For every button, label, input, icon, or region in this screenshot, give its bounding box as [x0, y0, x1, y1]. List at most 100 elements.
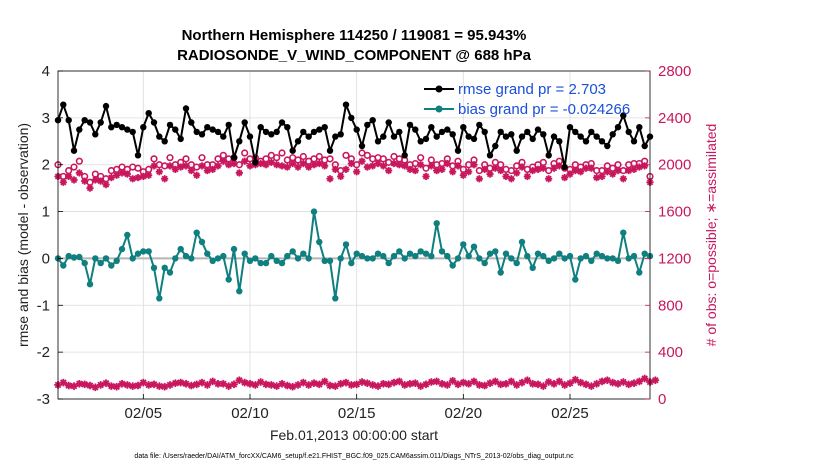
rmse-point: [540, 131, 547, 138]
rmse-point: [481, 128, 488, 136]
rmse-point: [76, 126, 83, 133]
obs-assimilated-marker: [518, 163, 526, 171]
obs-low-marker: [240, 378, 249, 387]
obs-low-marker: [251, 381, 260, 389]
rmse-point: [70, 147, 78, 154]
bias-point: [166, 269, 174, 276]
obs-assimilated-marker: [539, 164, 547, 172]
bias-point: [417, 248, 424, 255]
rmse-point: [305, 133, 312, 140]
obs-assimilated-marker: [198, 162, 206, 170]
obs-low-marker: [144, 381, 153, 389]
obs-possible-marker: [353, 161, 361, 169]
obs-low-marker: [171, 379, 180, 387]
bias-point: [246, 257, 254, 264]
bias-point: [390, 252, 398, 260]
obs-low-marker: [347, 381, 356, 389]
rmse-point: [476, 121, 483, 129]
bias-point: [102, 255, 110, 262]
bias-point: [353, 250, 360, 257]
bias-point: [92, 255, 99, 262]
obs-assimilated-marker: [353, 168, 361, 176]
bias-point: [108, 262, 115, 269]
obs-low-marker: [448, 377, 457, 385]
bias-point: [268, 252, 275, 260]
rmse-point: [433, 133, 440, 140]
rmse-point: [534, 126, 542, 133]
obs-assimilated-marker: [65, 172, 73, 181]
obs-assimilated-marker: [283, 163, 291, 171]
x-tick-label: 02/20: [445, 405, 483, 422]
bias-point: [342, 241, 350, 248]
obs-assimilated-marker: [182, 162, 190, 170]
obs-assimilated-marker: [630, 165, 638, 173]
obs-assimilated-marker: [273, 161, 281, 169]
rmse-point: [108, 124, 115, 131]
bias-point: [145, 248, 152, 255]
bias-point: [625, 255, 632, 262]
obs-low-marker: [566, 379, 574, 387]
obs-low-marker: [315, 380, 324, 389]
obs-assimilated-marker: [145, 171, 153, 179]
obs-assimilated-marker: [209, 165, 217, 173]
obs-possible-marker: [219, 151, 227, 159]
bias-point: [348, 259, 355, 267]
legend-rmse-label: rmse grand pr = 2.703: [458, 81, 606, 98]
bias-point: [220, 252, 227, 260]
bias-point: [332, 295, 339, 302]
rmse-point: [556, 138, 563, 145]
obs-assimilated-marker: [555, 162, 563, 170]
bias-point: [444, 252, 451, 260]
obs-assimilated-marker: [225, 161, 233, 169]
bias-point: [369, 255, 376, 262]
rmse-point: [177, 135, 184, 143]
rmse-point: [204, 124, 211, 131]
y-tick-label: 0: [42, 250, 50, 267]
rmse-point: [593, 133, 600, 140]
obs-assimilated-marker: [491, 164, 499, 172]
legend: rmse grand pr = 2.703 bias grand pr = -0…: [424, 81, 630, 118]
rmse-point: [508, 131, 515, 138]
rmse-point: [401, 152, 408, 159]
rmse-point: [172, 126, 179, 133]
rmse-point: [620, 112, 627, 119]
obs-assimilated-marker: [241, 157, 249, 165]
obs-possible-marker: [235, 161, 243, 169]
y-tick-label: 3: [42, 110, 50, 127]
obs-low-marker: [555, 377, 564, 386]
rmse-point: [380, 133, 387, 140]
obs-assimilated-marker: [337, 172, 345, 181]
bias-point: [257, 259, 264, 267]
obs-assimilated-marker: [75, 169, 83, 177]
bias-point: [412, 252, 419, 260]
obs-possible-marker: [411, 159, 419, 168]
rmse-point: [97, 119, 104, 126]
rmse-point: [470, 135, 478, 143]
obs-assimilated-marker: [81, 177, 89, 185]
rmse-point: [625, 128, 632, 136]
bias-point: [422, 250, 430, 257]
obs-low-marker: [507, 377, 516, 386]
bias-point: [428, 252, 435, 260]
rmse-point: [636, 124, 643, 131]
rmse-point: [385, 119, 392, 126]
rmse-point: [417, 138, 424, 145]
obs-assimilated-marker: [326, 175, 334, 183]
obs-low-marker: [214, 379, 222, 388]
obs-assimilated-marker: [390, 159, 398, 168]
rmse-point: [246, 133, 254, 140]
rmse-point: [257, 124, 264, 131]
bias-point: [182, 252, 190, 260]
bias-point: [140, 248, 147, 255]
obs-assimilated-marker: [70, 176, 78, 184]
rmse-point: [406, 121, 414, 129]
rmse-point: [422, 135, 430, 143]
legend-bias-marker: [435, 105, 443, 113]
obs-possible-marker: [475, 166, 483, 175]
rmse-point: [369, 117, 376, 124]
rmse-point: [198, 131, 206, 138]
obs-assimilated-marker: [107, 174, 115, 182]
tick-layer: 4 3 2 1 0 -1 -2 -3 2800 2400 2000 1600 1200 800 400 0 02…: [37, 63, 692, 422]
x-axis-label: Feb.01,2013 00:00:00 start: [270, 427, 438, 443]
